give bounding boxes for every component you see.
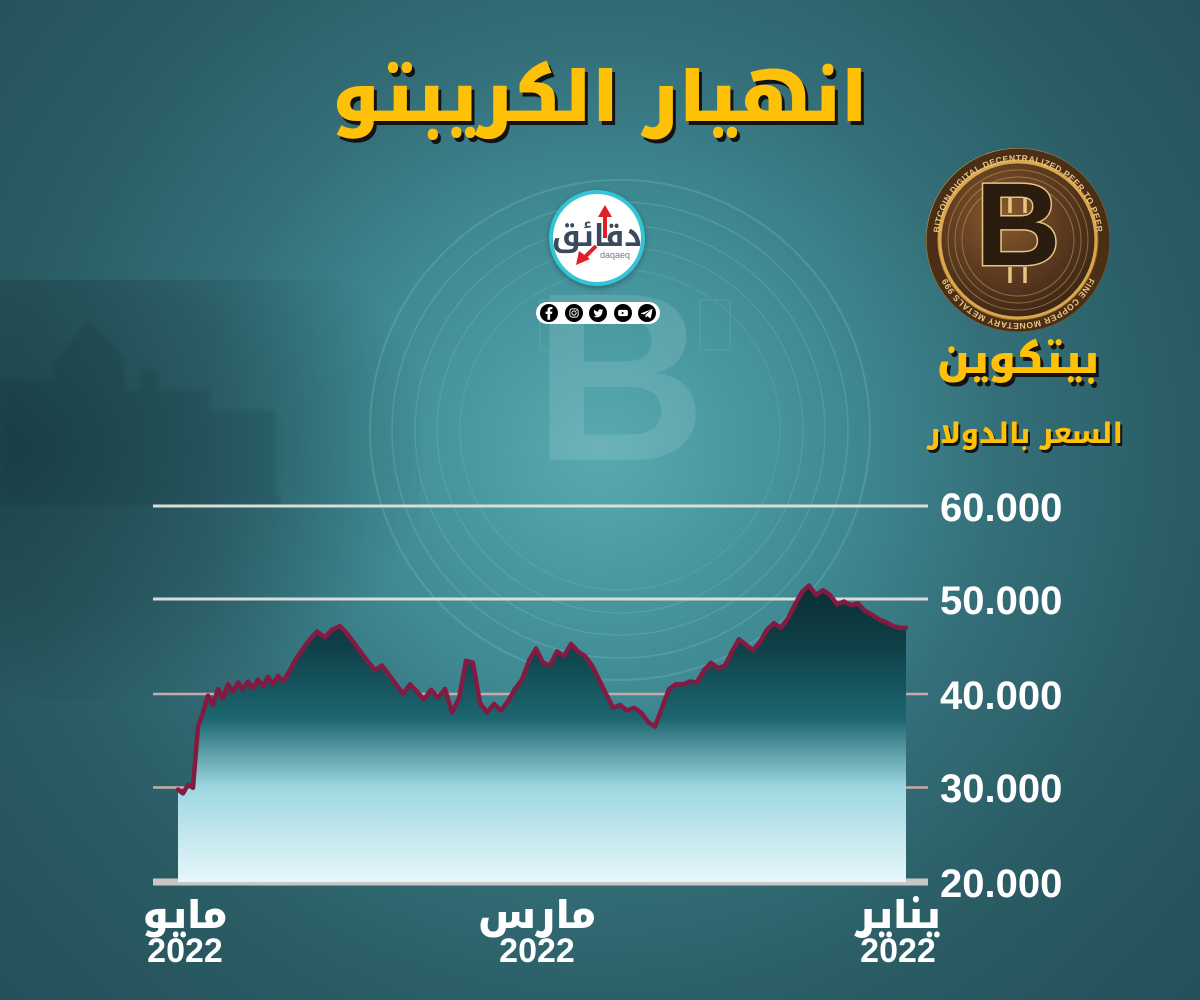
svg-text:50.000: 50.000: [940, 579, 1062, 623]
svg-text:60.000: 60.000: [940, 486, 1062, 530]
svg-text:2022: 2022: [147, 932, 223, 970]
svg-text:2022: 2022: [860, 932, 936, 970]
svg-text:2022: 2022: [499, 932, 575, 970]
svg-text:30.000: 30.000: [940, 767, 1062, 811]
svg-text:20.000: 20.000: [940, 862, 1062, 906]
svg-text:40.000: 40.000: [940, 674, 1062, 718]
